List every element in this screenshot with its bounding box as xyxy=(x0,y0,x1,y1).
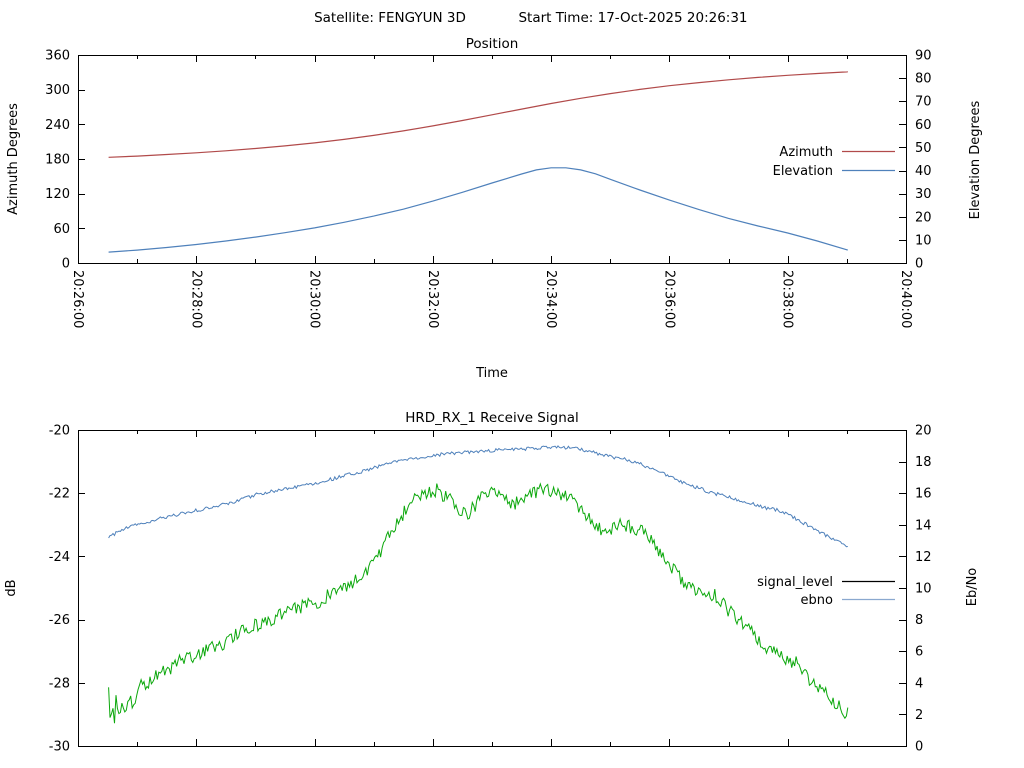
y-tick-label: 60 xyxy=(53,222,70,237)
signal_level-line xyxy=(108,482,849,724)
y2-tick-label: 8 xyxy=(915,613,923,628)
x-tick-label: 20:40:00 xyxy=(898,270,913,328)
y2-tick-label: 50 xyxy=(915,141,932,156)
y2-tick-label: 14 xyxy=(915,518,932,533)
azimuth-line xyxy=(108,71,848,158)
y2-tick-label: 40 xyxy=(915,164,932,179)
y-tick-label: -20 xyxy=(49,424,70,439)
x-tick-label: 20:38:00 xyxy=(780,270,795,328)
y2-tick-label: 6 xyxy=(915,645,923,660)
y-tick-label: -26 xyxy=(49,613,70,628)
legend-azimuth-label: Azimuth xyxy=(779,145,833,160)
azimuth-axis-label: Azimuth Degrees xyxy=(6,103,21,215)
y-tick-label: 300 xyxy=(45,83,70,98)
y-tick-label: 240 xyxy=(45,118,70,133)
legend-elevation-label: Elevation xyxy=(773,164,833,179)
y-tick-label: 360 xyxy=(45,49,70,64)
header-start-time-label: Start Time: 17-Oct-2025 20:26:31 xyxy=(518,10,747,26)
y2-tick-label: 10 xyxy=(915,233,932,248)
y-tick-label: 120 xyxy=(45,187,70,202)
position-chart-series xyxy=(108,71,848,253)
y2-tick-label: 4 xyxy=(915,676,923,691)
time-axis-label: Time xyxy=(475,366,508,381)
y-tick-label: -28 xyxy=(49,676,70,691)
x-tick-label: 20:36:00 xyxy=(661,270,676,328)
y2-tick-label: 20 xyxy=(915,424,932,439)
ebno-axis-label: Eb/No xyxy=(965,568,980,607)
x-tick-label: 20:28:00 xyxy=(188,270,203,328)
y-tick-label: -24 xyxy=(49,550,70,565)
position-chart-title: Position xyxy=(466,36,519,52)
db-axis-label: dB xyxy=(4,579,19,596)
x-tick-label: 20:30:00 xyxy=(307,270,322,328)
y2-tick-label: 12 xyxy=(915,550,932,565)
legend-signal-level-label: signal_level xyxy=(757,575,833,590)
y-tick-label: -30 xyxy=(49,740,70,755)
ebno-line xyxy=(108,445,848,548)
x-tick-label: 20:34:00 xyxy=(543,270,558,328)
y2-tick-label: 18 xyxy=(915,455,932,470)
y-tick-label: 0 xyxy=(62,257,70,272)
position-chart-frame: 0 60 120 180 240 300 360 0 10 20 30 40 50 60 70 80 90 20:… xyxy=(45,49,931,329)
elevation-axis-label: Elevation Degrees xyxy=(968,100,983,219)
elevation-line xyxy=(108,167,848,253)
y2-tick-label: 60 xyxy=(915,118,932,133)
legend-ebno-label: ebno xyxy=(801,593,833,608)
y2-tick-label: 70 xyxy=(915,95,932,110)
receive-signal-chart-frame: -30 -28 -26 -24 -22 -20 0 2 4 6 8 10 12 14 16 18 20 xyxy=(49,424,932,755)
y2-tick-label: 16 xyxy=(915,487,932,502)
x-tick-label: 20:26:00 xyxy=(70,270,85,328)
y2-tick-label: 0 xyxy=(915,257,923,272)
receive-signal-chart-title: HRD_RX_1 Receive Signal xyxy=(405,410,579,426)
y2-tick-label: 30 xyxy=(915,187,932,202)
y-tick-label: -22 xyxy=(49,487,70,502)
y2-tick-label: 10 xyxy=(915,582,932,597)
y2-tick-label: 20 xyxy=(915,210,932,225)
y-tick-label: 180 xyxy=(45,153,70,168)
receive-signal-chart-series xyxy=(108,445,849,724)
header-satellite-label: Satellite: FENGYUN 3D xyxy=(314,10,466,26)
x-tick-label: 20:32:00 xyxy=(425,270,440,328)
y2-tick-label: 90 xyxy=(915,49,932,64)
y2-tick-label: 0 xyxy=(915,740,923,755)
y2-tick-label: 2 xyxy=(915,708,923,723)
y2-tick-label: 80 xyxy=(915,72,932,87)
